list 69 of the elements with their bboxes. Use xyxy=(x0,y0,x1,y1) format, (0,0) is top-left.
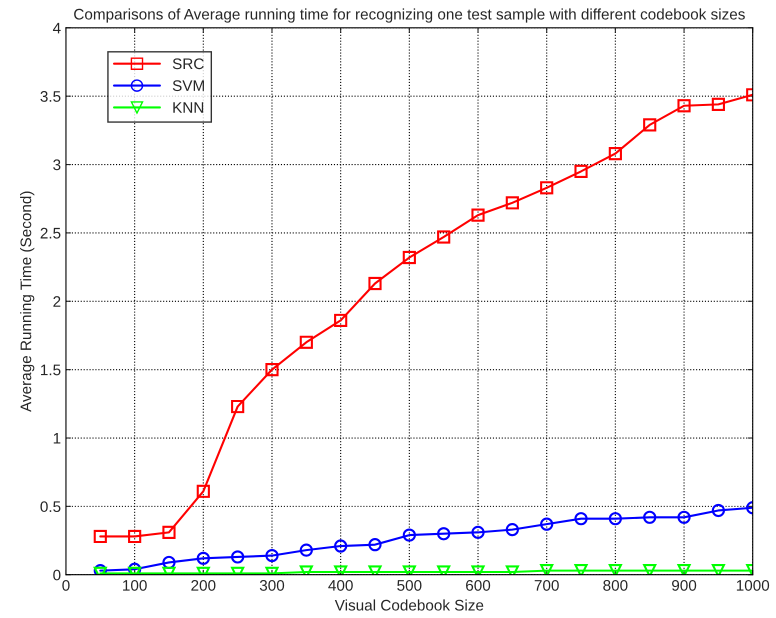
point xyxy=(712,564,725,575)
point xyxy=(128,530,142,544)
point xyxy=(540,518,554,531)
point xyxy=(231,550,244,564)
point xyxy=(334,314,348,328)
point xyxy=(437,230,450,244)
point xyxy=(437,527,450,540)
point xyxy=(608,147,622,160)
point xyxy=(643,564,656,575)
point xyxy=(643,510,656,524)
point xyxy=(712,504,725,518)
x-tick-label: 800 xyxy=(603,580,628,591)
point xyxy=(402,250,416,264)
x-tick-label: 400 xyxy=(328,580,353,591)
y-tick-label: 1 xyxy=(54,433,60,444)
point xyxy=(677,564,691,575)
y-tick-label: 1.5 xyxy=(41,364,60,376)
y-tick-label: 2.5 xyxy=(40,228,60,239)
y-tick-label: 4 xyxy=(52,22,61,34)
point xyxy=(574,164,588,178)
point xyxy=(608,564,622,575)
y-axis-title: Average Running Time (Second) xyxy=(20,192,34,412)
x-tick-label: 900 xyxy=(672,580,696,591)
y-tick-label: 0 xyxy=(53,570,60,580)
x-tick-label: 500 xyxy=(397,580,422,591)
point xyxy=(402,528,416,542)
x-tick-label: 200 xyxy=(191,580,216,591)
x-tick-label: 0 xyxy=(62,580,70,591)
point xyxy=(506,196,519,210)
chart-title: Comparisons of Average running time for recognizing one test sample with different codebook sizes xyxy=(74,8,745,23)
y-tick-label: 3 xyxy=(53,159,60,170)
point xyxy=(196,484,210,498)
point xyxy=(540,181,554,194)
point xyxy=(471,526,485,539)
point xyxy=(540,564,554,575)
x-tick-label: 600 xyxy=(466,580,490,591)
x-tick-label: 300 xyxy=(260,580,284,591)
point xyxy=(574,564,588,575)
point xyxy=(677,99,691,112)
legend-label: KNN xyxy=(173,102,204,113)
legend-label: SRC xyxy=(172,58,204,70)
point xyxy=(608,512,622,526)
point xyxy=(196,552,210,565)
point xyxy=(300,544,313,557)
point xyxy=(300,336,313,349)
point xyxy=(677,510,691,524)
point xyxy=(265,548,279,562)
y-tick-label: 3.5 xyxy=(40,91,60,102)
point xyxy=(574,512,588,526)
x-tick-label: 1000 xyxy=(736,580,770,591)
point xyxy=(265,363,279,376)
point xyxy=(162,556,176,570)
y-tick-label: 2 xyxy=(53,296,60,307)
point xyxy=(471,208,485,222)
point xyxy=(334,539,348,553)
x-axis-title: Visual Codebook Size xyxy=(334,599,484,611)
point xyxy=(712,98,725,111)
point xyxy=(162,526,176,539)
point xyxy=(506,523,519,536)
point xyxy=(231,400,244,414)
y-tick-label: 0.5 xyxy=(40,501,60,512)
legend-label: SVM xyxy=(172,80,204,92)
point xyxy=(94,564,107,575)
x-tick-label: 700 xyxy=(534,580,559,591)
point xyxy=(94,530,107,544)
x-tick-label: 100 xyxy=(123,580,147,591)
point xyxy=(368,276,382,290)
point xyxy=(368,538,382,552)
point xyxy=(643,118,656,132)
